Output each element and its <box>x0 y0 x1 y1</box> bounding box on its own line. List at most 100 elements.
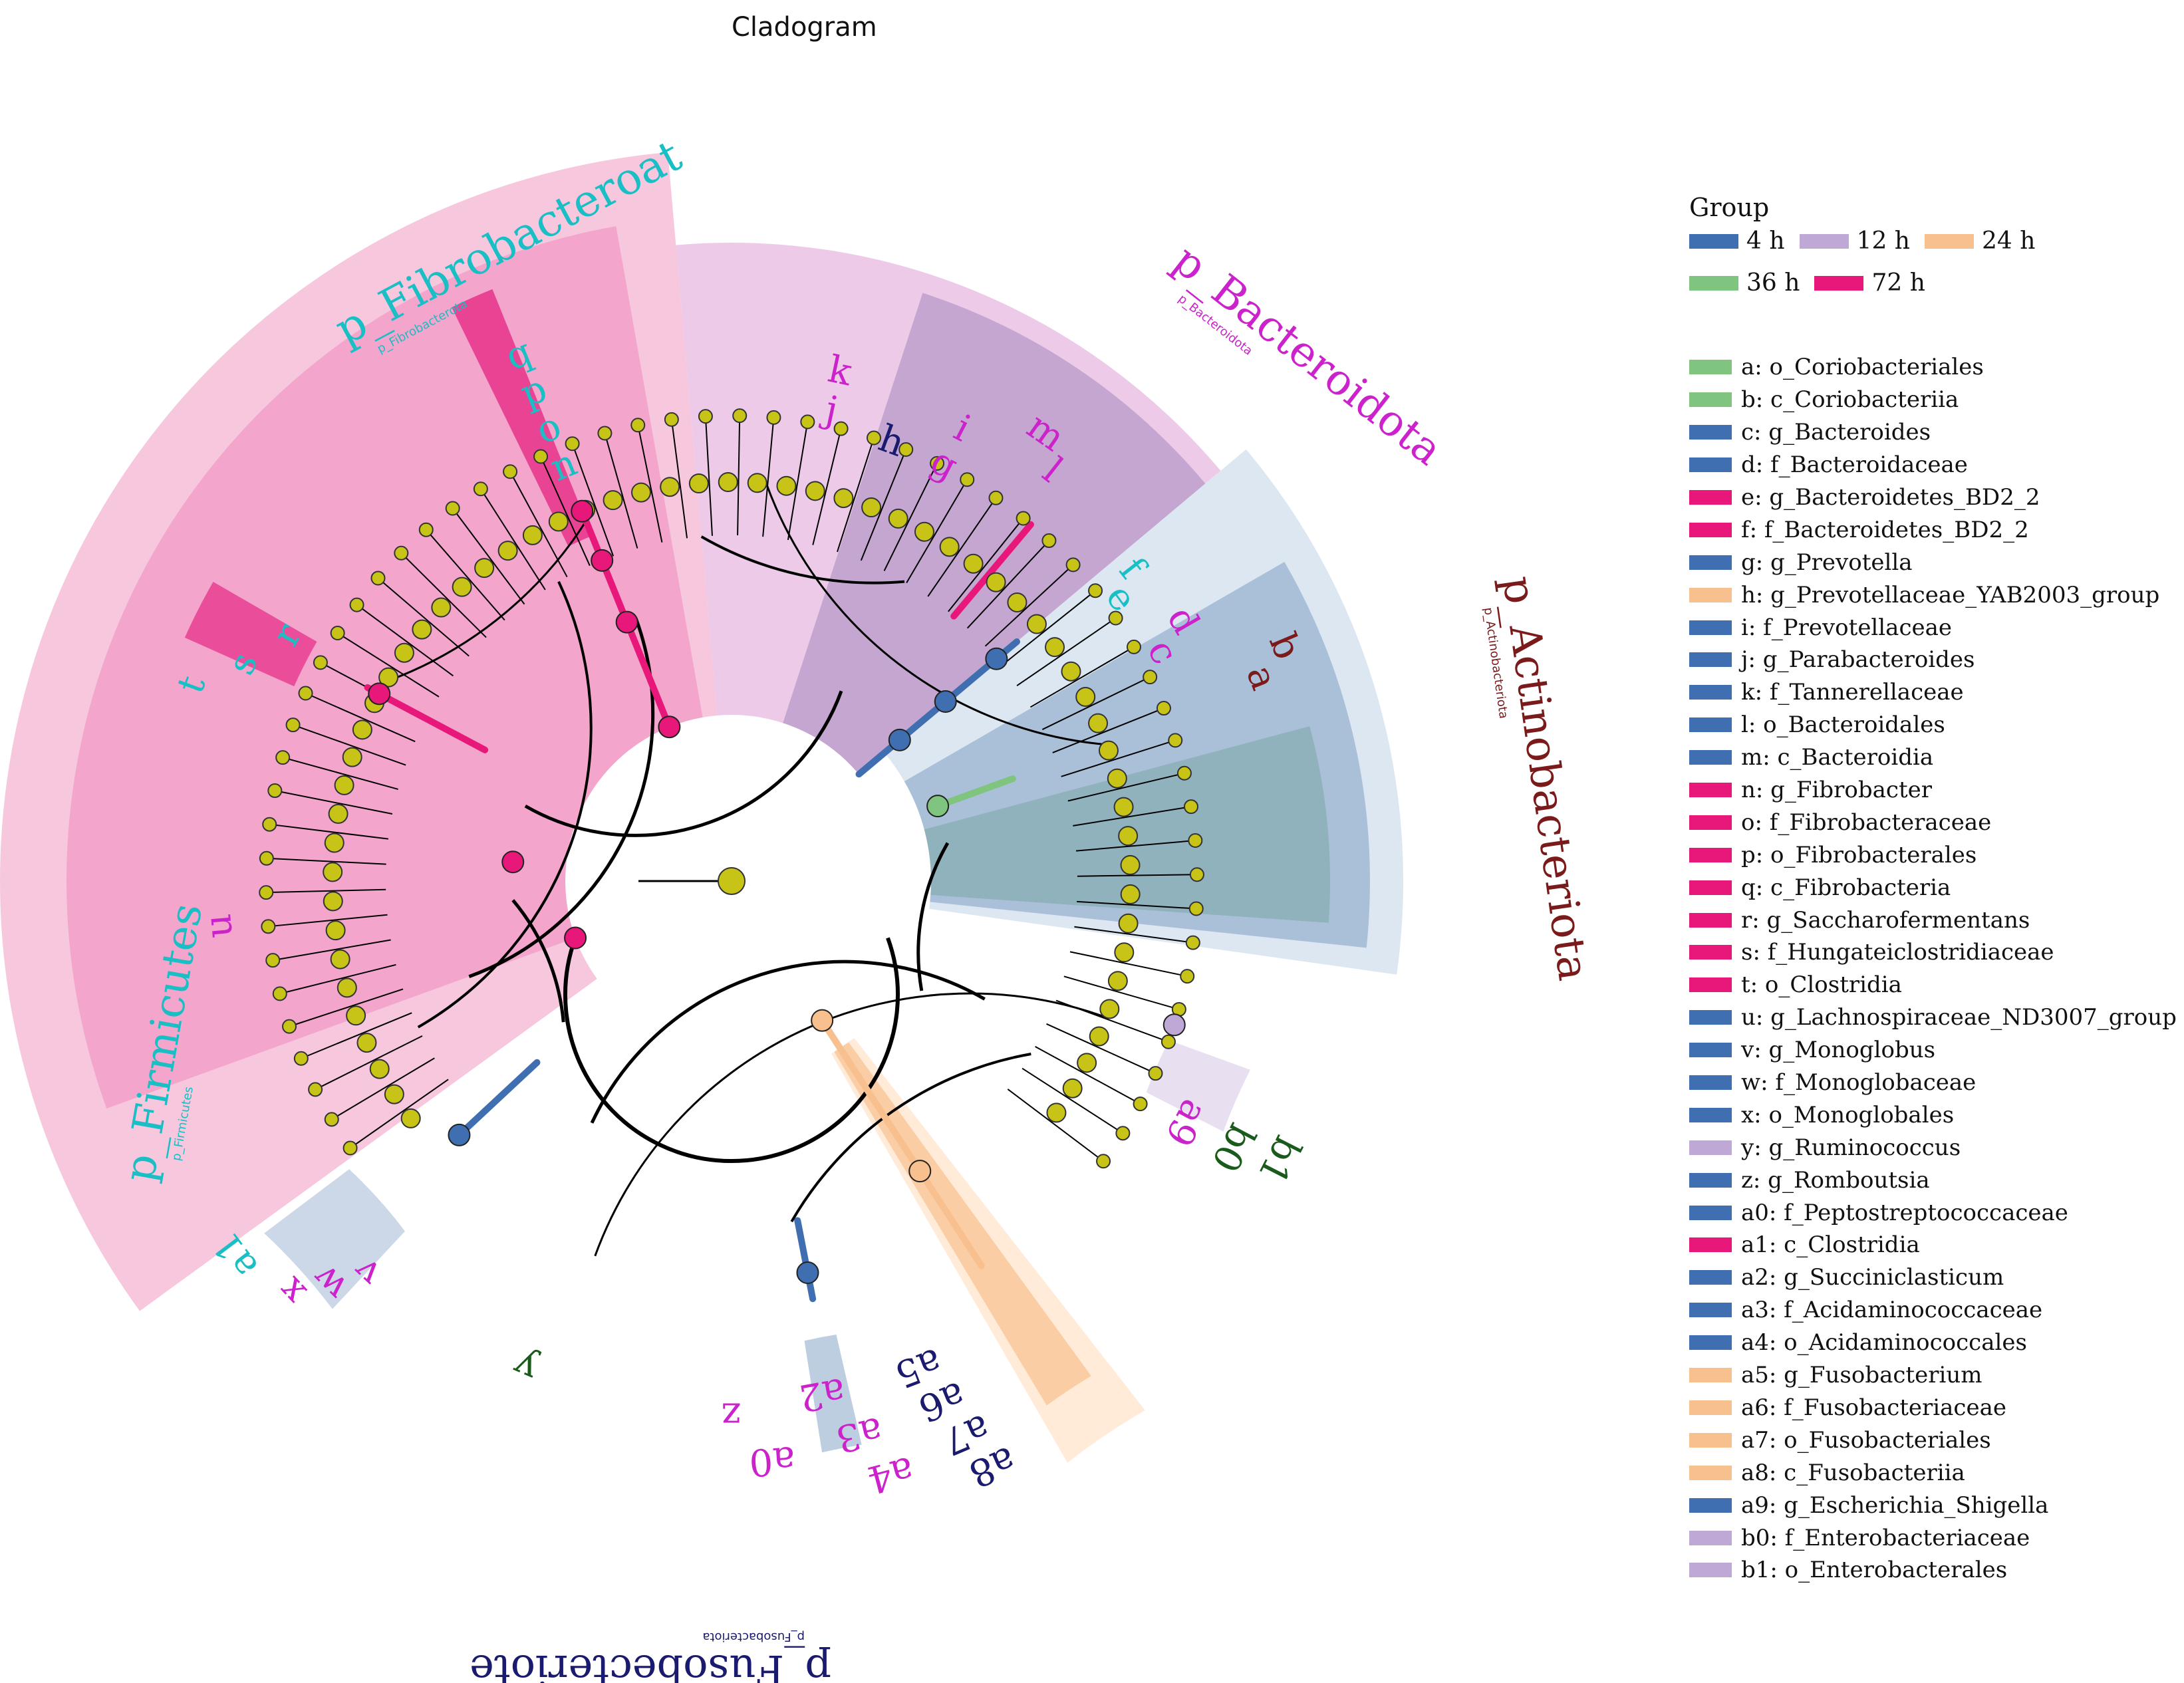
leaf-node <box>565 436 580 452</box>
legend-taxon-row: b0: f_Enterobacteriaceae <box>1689 1521 2177 1554</box>
legend-taxon-row: u: g_Lachnospiraceae_ND3007_group <box>1689 1001 2177 1034</box>
legend-taxon-row: r: g_Saccharofermentans <box>1689 904 2177 936</box>
tree-backbone-arc <box>594 992 1107 1257</box>
tree-leaf-branch <box>1055 999 1169 1043</box>
legend-group-item: 72 h <box>1814 269 1925 297</box>
legend-taxon-label: z: g_Romboutsia <box>1741 1166 1930 1194</box>
legend-swatch <box>1814 275 1864 291</box>
page-title: Cladogram <box>732 12 877 43</box>
legend-taxon-label: b: c_Coriobacteriia <box>1741 386 1959 414</box>
legend-swatch <box>1689 587 1732 602</box>
legend-swatch <box>1689 717 1732 733</box>
tree-node-layer <box>259 408 1204 1284</box>
tree-leaf-branch <box>315 1035 423 1091</box>
legend-taxon-label: n: g_Fibrobacter <box>1741 777 1932 804</box>
leaf-node <box>988 490 1004 505</box>
genus-node <box>1098 740 1119 761</box>
genus-node <box>939 537 960 557</box>
legend-taxon-label: c: g_Bacteroides <box>1741 419 1931 446</box>
legend-taxon-label: a5: g_Fusobacterium <box>1741 1362 1982 1389</box>
legend-swatch <box>1689 1172 1732 1188</box>
leaf-node <box>293 1051 309 1066</box>
genus-node <box>1089 1026 1109 1047</box>
tree-leaf-branch <box>293 724 406 766</box>
genus-node <box>747 473 767 493</box>
legend-taxon-row: y: g_Ruminococcus <box>1689 1131 2177 1164</box>
clade-letter-label: z <box>722 1394 742 1438</box>
tree-leaf-branch <box>1035 1046 1141 1104</box>
legend-group-item: 24 h <box>1924 227 2035 255</box>
clade-letter-label: a4 <box>863 1448 918 1501</box>
legend-taxon-row: v: g_Monoglobus <box>1689 1034 2177 1067</box>
tree-leaf-branch <box>400 553 487 638</box>
coriobacteria-background <box>924 726 1330 923</box>
legend-group-label: 4 h <box>1746 227 1785 255</box>
legend-taxon-label: j: g_Parabacteroides <box>1741 646 1975 674</box>
genus-node <box>1114 942 1135 963</box>
legend-taxon-label: v: g_Monoglobus <box>1741 1037 1936 1064</box>
tree-leaf-branch <box>305 692 416 743</box>
genus-node <box>378 667 399 688</box>
genus-node <box>452 577 472 597</box>
legend-group-item: 36 h <box>1689 269 1800 297</box>
genus-node <box>497 541 518 561</box>
legend-swatch <box>1689 1563 1732 1578</box>
leaf-node <box>262 817 277 832</box>
leaf-node <box>445 501 460 516</box>
legend-taxon-label: a7: o_Fusobacteriales <box>1741 1426 1991 1454</box>
leaf-node <box>324 1112 339 1127</box>
tree-leaf-branch <box>275 790 393 815</box>
genus-node <box>412 619 432 640</box>
enterobacterales-background <box>1146 1040 1250 1132</box>
highlighted-node <box>985 647 1008 670</box>
genus-node <box>833 488 854 509</box>
bacteroidales-background <box>783 293 1206 775</box>
genus-node <box>776 475 797 496</box>
tree-leaf-branch <box>883 463 938 571</box>
legend-taxon-label: x: o_Monoglobales <box>1741 1101 1955 1128</box>
highlighted-node <box>908 1160 932 1183</box>
genus-node <box>1118 913 1139 934</box>
legend-swatch <box>1689 1497 1732 1513</box>
legend-taxon-label: h: g_Prevotellaceae_YAB2003_group <box>1741 581 2160 608</box>
leaf-node <box>275 750 291 765</box>
legend-group-item: 12 h <box>1799 227 1910 255</box>
tree-leaf-branch <box>282 757 398 790</box>
legend-swatch <box>1689 1530 1732 1545</box>
legend-taxon-row: l: o_Bacteroidales <box>1689 709 2177 741</box>
legend-taxon-label: w: f_Monoglobaceae <box>1741 1069 1977 1097</box>
legend-taxon-label: a6: f_Fusobacteriaceae <box>1741 1394 2006 1421</box>
tree-leaf-branch <box>737 416 741 536</box>
tree-leaf-branch <box>269 823 388 840</box>
tree-leaf-branch <box>426 529 505 621</box>
leaf-node <box>272 986 287 1001</box>
clade-letter-label: u <box>196 912 241 940</box>
legend-taxon-label: a4: o_Acidaminococcales <box>1741 1329 2027 1357</box>
legend-taxon-label: r: g_Saccharofermentans <box>1741 906 2030 934</box>
legend-taxon-label: o: f_Fibrobacteraceae <box>1741 809 1992 836</box>
leaf-node <box>630 418 646 433</box>
legend-swatch <box>1689 490 1732 505</box>
genus-node <box>1077 1053 1097 1073</box>
leaf-node <box>533 449 549 464</box>
legend-swatch <box>1689 1140 1732 1155</box>
leaf-node <box>1041 533 1057 549</box>
leaf-node <box>298 686 313 701</box>
genus-node <box>334 775 354 795</box>
legend-swatch <box>1689 1400 1732 1415</box>
legend-taxon-label: a0: f_Peptostreptococcaceae <box>1741 1199 2068 1226</box>
genus-node <box>394 642 414 663</box>
tree-leaf-branch <box>480 488 546 590</box>
tree-leaf-branch <box>266 857 386 865</box>
leaf-node <box>833 421 849 436</box>
legend-swatch <box>1689 1205 1732 1220</box>
leaf-node <box>285 717 301 733</box>
tree-leaf-branch <box>966 540 1050 629</box>
genus-node <box>1045 637 1065 658</box>
highlighted-node <box>368 682 391 706</box>
tree-leaf-branch <box>704 416 713 536</box>
tree-leaf-branch <box>927 497 997 597</box>
clade-letter-label: a3 <box>832 1408 887 1461</box>
genus-node <box>888 508 908 529</box>
